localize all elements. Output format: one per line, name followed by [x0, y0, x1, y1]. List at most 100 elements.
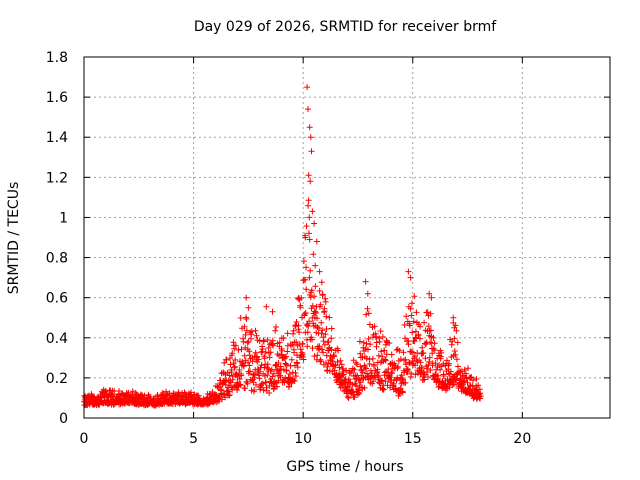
data-point [389, 370, 395, 377]
data-point [292, 322, 299, 328]
data-point [318, 358, 324, 365]
data-point [273, 324, 279, 330]
data-point [236, 366, 243, 373]
data-point [307, 134, 314, 141]
data-point [237, 315, 244, 321]
data-point [244, 339, 251, 346]
data-point [455, 363, 461, 370]
data-point [232, 342, 239, 349]
data-point [269, 373, 276, 380]
data-point [316, 268, 323, 275]
data-point [284, 348, 291, 355]
x-tick-label: 20 [513, 431, 531, 447]
data-point [280, 335, 287, 342]
data-point [293, 373, 299, 380]
data-point [435, 372, 441, 379]
data-point [250, 379, 257, 386]
data-point [365, 335, 372, 342]
data-point [382, 378, 389, 385]
data-point [256, 375, 263, 382]
data-point [221, 391, 228, 398]
data-point [328, 346, 335, 353]
data-point [379, 353, 386, 360]
data-point [293, 339, 300, 346]
data-point [424, 309, 431, 316]
data-point [267, 349, 274, 356]
data-point [393, 346, 400, 353]
data-point [401, 322, 408, 328]
data-point [451, 348, 458, 354]
data-point [377, 359, 384, 366]
data-point [223, 356, 230, 363]
data-point [430, 345, 437, 352]
data-point [328, 325, 335, 332]
data-point [241, 323, 248, 330]
data-point [238, 372, 245, 379]
data-point [405, 366, 411, 373]
data-point [425, 323, 432, 330]
data-point [306, 236, 313, 243]
data-point [411, 338, 418, 345]
data-point [406, 322, 413, 329]
data-point [473, 376, 480, 382]
grid [84, 57, 610, 418]
data-point [402, 361, 409, 368]
data-point [242, 385, 248, 392]
data-point [275, 377, 282, 384]
data-point [403, 313, 410, 320]
data-point [295, 322, 302, 329]
data-point [154, 392, 161, 398]
data-point [351, 394, 358, 401]
data-point [414, 350, 421, 356]
data-point [322, 298, 329, 305]
data-point [308, 148, 315, 155]
y-tick-labels: 0 0.2 0.4 0.6 0.8 1 1.2 1.4 1.6 1.8 [46, 50, 68, 427]
data-point [304, 84, 311, 91]
data-point [232, 356, 239, 363]
data-point [286, 383, 293, 390]
data-point [400, 349, 407, 356]
data-point [465, 365, 471, 372]
y-tick-label: 1 [59, 210, 68, 226]
data-point [230, 360, 237, 367]
data-point [443, 357, 450, 364]
data-point [318, 330, 325, 337]
data-point [361, 384, 368, 391]
data-point [373, 339, 380, 346]
data-point [425, 374, 431, 380]
data-point [305, 172, 312, 179]
data-point [451, 324, 458, 331]
data-point [226, 392, 233, 398]
data-point [303, 286, 310, 293]
data-point [253, 332, 260, 339]
data-point [270, 342, 277, 349]
data-point [409, 329, 416, 336]
data-point [306, 124, 313, 131]
data-point [314, 315, 320, 322]
data-point [366, 321, 373, 328]
data-point [306, 274, 313, 281]
data-point [243, 327, 250, 334]
data-point [454, 339, 461, 346]
data-point [320, 349, 327, 356]
data-point [334, 359, 341, 365]
data-point [310, 320, 317, 327]
data-point [320, 338, 327, 345]
data-point [363, 311, 370, 318]
data-point [305, 106, 311, 113]
data-point [242, 331, 249, 338]
data-point [252, 349, 259, 356]
data-point [311, 353, 318, 360]
data-point [293, 319, 300, 325]
data-point [295, 295, 302, 302]
data-point [312, 308, 319, 315]
data-point [296, 329, 303, 336]
data-point [300, 356, 307, 363]
data-point [219, 396, 226, 403]
data-point [351, 366, 358, 373]
data-point [397, 356, 404, 363]
data-point [367, 341, 374, 348]
data-point [228, 369, 235, 375]
data-point [344, 383, 351, 390]
